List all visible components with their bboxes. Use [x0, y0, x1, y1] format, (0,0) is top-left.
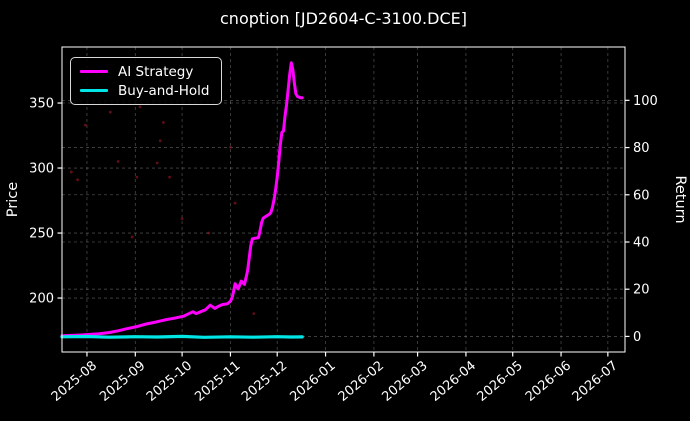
svg-text:300: 300 [29, 162, 54, 177]
svg-text:350: 350 [29, 97, 54, 112]
y-axis-return: 0 20 40 60 80 100 Return [625, 94, 688, 345]
plot-border [61, 46, 626, 353]
y-axis-label-price: Price [5, 182, 21, 217]
svg-text:2026-04: 2026-04 [428, 358, 479, 404]
svg-text:2025-09: 2025-09 [97, 358, 148, 404]
svg-text:2025-08: 2025-08 [49, 358, 100, 404]
y-axis-label-return: Return [672, 175, 688, 223]
chart-title: cnoption [JD2604-C-3100.DCE] [220, 9, 467, 28]
buy-and-hold-line [60, 334, 304, 339]
x-axis: 2025-082025-092025-102025-112025-122026-… [49, 352, 621, 405]
gridlines [62, 47, 625, 352]
svg-text:80: 80 [633, 141, 650, 156]
svg-text:60: 60 [633, 188, 650, 203]
svg-text:2026-07: 2026-07 [570, 358, 621, 404]
svg-text:2026-03: 2026-03 [379, 358, 430, 404]
ai-strategy-line-icon [80, 70, 108, 73]
svg-text:2025-12: 2025-12 [239, 358, 290, 404]
svg-text:20: 20 [633, 283, 650, 298]
svg-text:2026-02: 2026-02 [336, 358, 387, 404]
ai-strategy-line [60, 61, 304, 338]
svg-text:0: 0 [633, 330, 641, 345]
svg-text:100: 100 [633, 94, 658, 109]
svg-text:40: 40 [633, 235, 650, 250]
legend-entry-buy-and-hold: Buy-and-Hold [80, 81, 209, 100]
buy-and-hold-line-icon [80, 89, 108, 92]
signal-dots [69, 105, 256, 316]
svg-text:2026-06: 2026-06 [523, 358, 574, 404]
svg-text:2026-05: 2026-05 [475, 358, 526, 404]
svg-text:2025-10: 2025-10 [144, 358, 195, 404]
legend: AI Strategy Buy-and-Hold [70, 57, 223, 105]
svg-text:250: 250 [29, 227, 54, 242]
svg-text:2025-11: 2025-11 [192, 358, 243, 404]
svg-text:2026-01: 2026-01 [287, 358, 338, 404]
legend-entry-ai-strategy: AI Strategy [80, 62, 209, 81]
y-axis-price: 200 250 300 350 Price [5, 97, 62, 307]
svg-text:200: 200 [29, 292, 54, 307]
legend-label: Buy-and-Hold [118, 82, 210, 99]
legend-label: AI Strategy [118, 63, 194, 80]
